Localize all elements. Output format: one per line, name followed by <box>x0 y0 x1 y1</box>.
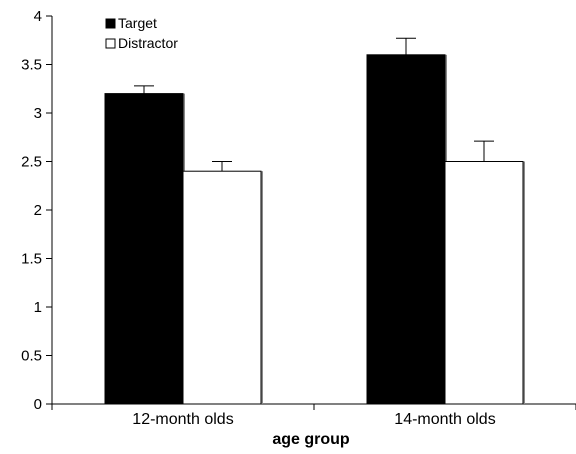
y-tick-label: 0 <box>34 396 42 413</box>
y-tick-label: 1 <box>34 299 42 316</box>
y-axis: 0 0.5 1 1.5 2 2.5 3 3.5 4 <box>21 8 53 413</box>
bar <box>366 54 446 405</box>
bar <box>182 170 262 405</box>
y-tick-label: 3 <box>34 105 42 122</box>
legend-swatch <box>105 38 116 49</box>
x-axis: 12-month olds 14-month olds <box>51 403 576 428</box>
y-tick-label: 4 <box>34 8 42 25</box>
bar <box>104 93 184 405</box>
y-tick-label: 2 <box>34 202 42 219</box>
legend-swatch <box>105 18 116 29</box>
y-tick-label: 2.5 <box>21 154 42 171</box>
x-category-label: 14-month olds <box>394 411 495 428</box>
x-category-label: 12-month olds <box>132 411 233 428</box>
x-axis-label: age group <box>272 431 350 448</box>
y-tick-label: 1.5 <box>21 251 42 268</box>
legend-label: Target <box>118 15 157 31</box>
bar <box>444 161 524 405</box>
y-tick-label: 3.5 <box>21 57 42 74</box>
error-bars <box>134 37 494 172</box>
legend-label: Distractor <box>118 35 178 51</box>
y-tick-label: 0.5 <box>21 348 42 365</box>
bars <box>104 54 525 405</box>
legend: Target Distractor <box>105 15 178 51</box>
